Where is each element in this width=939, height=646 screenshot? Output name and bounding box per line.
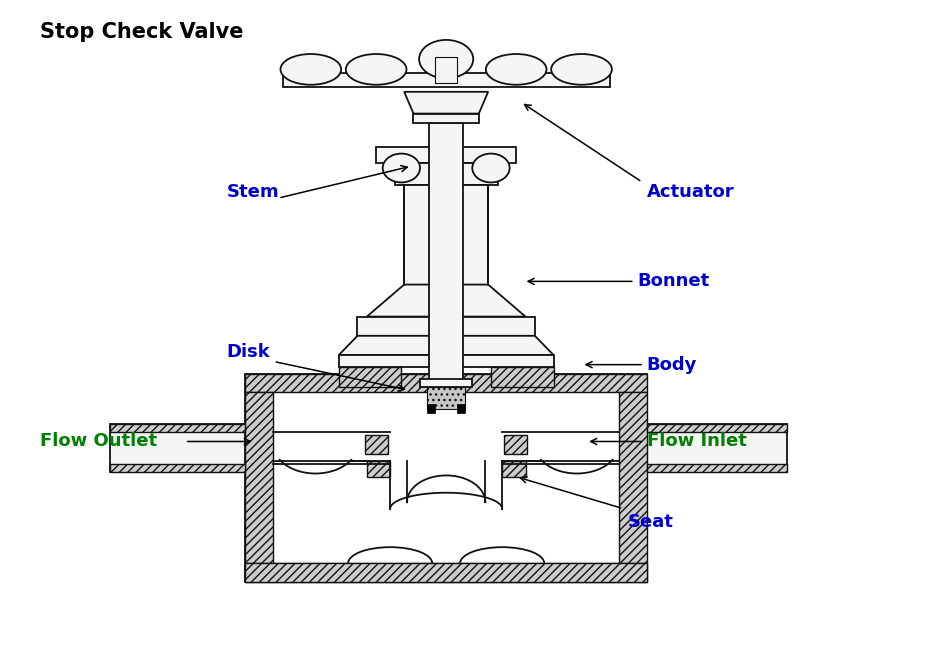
Bar bbox=[420, 379, 472, 387]
Text: Bonnet: Bonnet bbox=[638, 273, 710, 290]
Bar bbox=[377, 147, 516, 163]
Polygon shape bbox=[404, 92, 488, 114]
Bar bbox=[110, 464, 245, 472]
Bar bbox=[245, 392, 273, 563]
Ellipse shape bbox=[346, 54, 407, 85]
Bar bbox=[502, 461, 526, 477]
Text: Stem: Stem bbox=[227, 183, 280, 201]
Ellipse shape bbox=[485, 54, 546, 85]
Polygon shape bbox=[367, 285, 526, 317]
Bar bbox=[435, 57, 457, 83]
Bar bbox=[110, 424, 245, 472]
Bar bbox=[647, 424, 787, 432]
Bar bbox=[429, 123, 463, 380]
Polygon shape bbox=[339, 336, 553, 355]
Bar bbox=[367, 461, 391, 477]
Bar bbox=[339, 366, 401, 387]
Bar bbox=[647, 464, 787, 472]
Bar bbox=[245, 374, 647, 392]
Ellipse shape bbox=[551, 54, 612, 85]
Text: Disk: Disk bbox=[227, 343, 270, 361]
Bar bbox=[339, 355, 553, 366]
Bar bbox=[404, 185, 488, 285]
Polygon shape bbox=[457, 404, 465, 413]
Bar bbox=[358, 317, 535, 336]
Bar bbox=[245, 563, 647, 583]
Bar bbox=[427, 387, 465, 410]
Text: Flow Inlet: Flow Inlet bbox=[647, 432, 747, 450]
Polygon shape bbox=[427, 404, 435, 413]
Bar bbox=[647, 424, 787, 472]
Ellipse shape bbox=[383, 154, 420, 182]
Bar bbox=[110, 424, 245, 432]
Text: Flow Outlet: Flow Outlet bbox=[40, 432, 157, 450]
Bar bbox=[245, 563, 647, 583]
Text: Stop Check Valve: Stop Check Valve bbox=[40, 22, 243, 42]
Text: Body: Body bbox=[647, 356, 698, 373]
Bar bbox=[491, 366, 553, 387]
Bar bbox=[394, 163, 498, 185]
Bar bbox=[283, 72, 609, 87]
Text: Actuator: Actuator bbox=[647, 183, 734, 201]
Bar bbox=[504, 435, 528, 454]
Bar bbox=[245, 374, 647, 583]
Ellipse shape bbox=[281, 54, 341, 85]
Bar bbox=[413, 114, 479, 123]
Bar bbox=[273, 392, 619, 563]
Text: Seat: Seat bbox=[628, 512, 674, 530]
Ellipse shape bbox=[472, 154, 510, 182]
Bar bbox=[365, 435, 389, 454]
Bar bbox=[619, 392, 647, 563]
Ellipse shape bbox=[419, 40, 473, 78]
